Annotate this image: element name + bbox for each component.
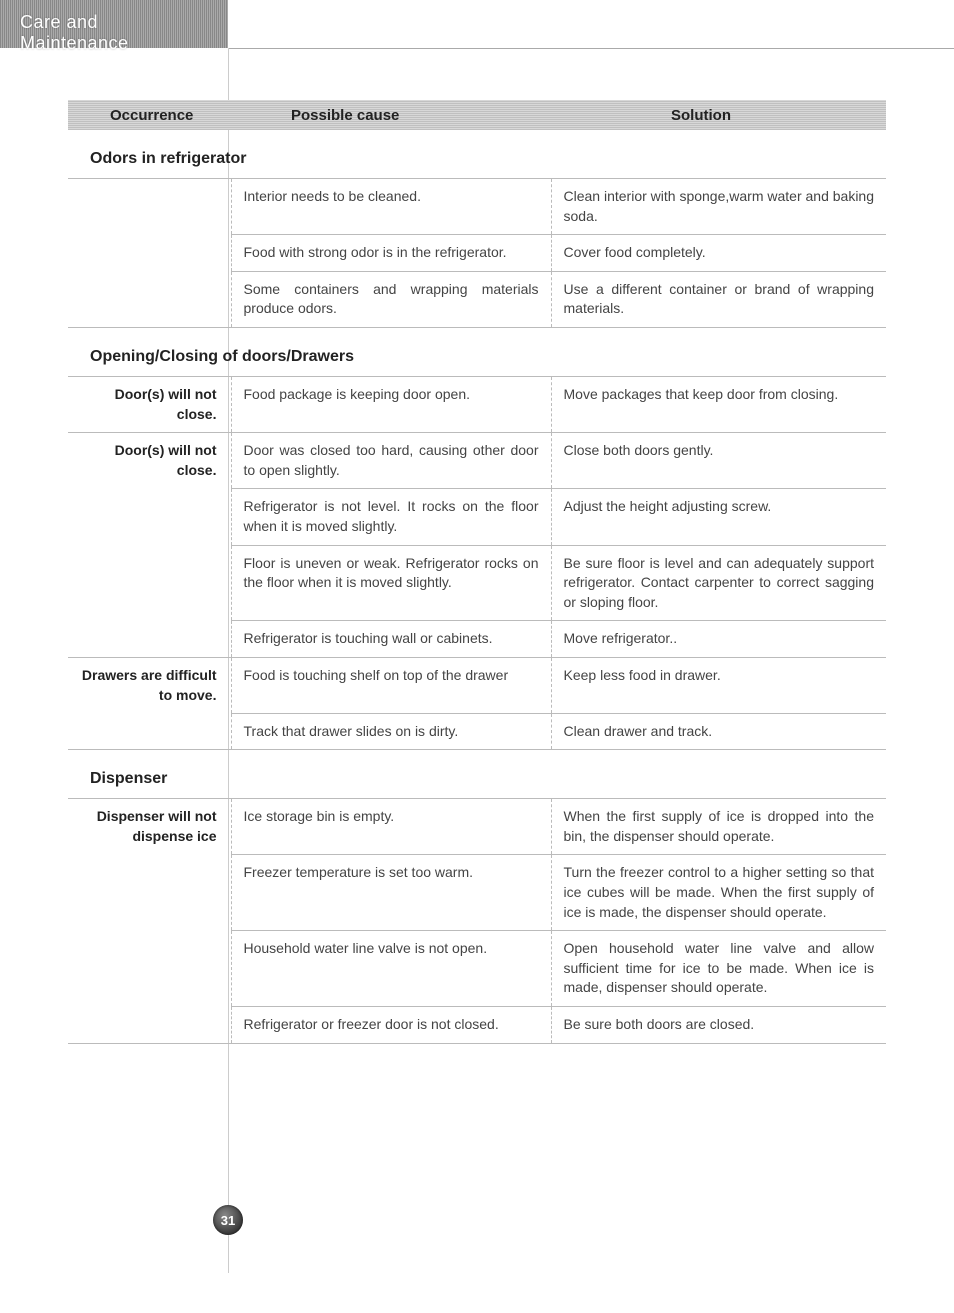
cause-cell: Food with strong odor is in the refriger… [231, 235, 551, 272]
table-row: Drawers are difficult to move.Food is to… [68, 657, 886, 713]
section-title: Dispenser [90, 770, 886, 788]
occurrence-cell: Dispenser will not dispense ice [68, 799, 231, 855]
table-row: Dispenser will not dispense iceIce stora… [68, 799, 886, 855]
solution-cell: Adjust the height adjusting screw. [551, 489, 886, 545]
cause-cell: Food is touching shelf on top of the dra… [231, 657, 551, 713]
main-content: Occurrence Possible cause Solution Odors… [68, 100, 886, 1044]
occurrence-cell [68, 235, 231, 272]
table-row: Interior needs to be cleaned.Clean inter… [68, 179, 886, 235]
column-header-band: Occurrence Possible cause Solution [68, 100, 886, 130]
table-row: Some containers and wrapping materials p… [68, 271, 886, 327]
page-number-badge: 31 [213, 1205, 243, 1235]
chapter-tab: Care and Maintenance [0, 0, 228, 48]
table-row: Refrigerator is not level. It rocks on t… [68, 489, 886, 545]
table-row: Household water line valve is not open.O… [68, 931, 886, 1007]
solution-cell: When the first supply of ice is dropped … [551, 799, 886, 855]
col-solution: Solution [551, 107, 886, 124]
section-title: Odors in refrigerator [90, 150, 886, 168]
cause-cell: Household water line valve is not open. [231, 931, 551, 1007]
table-row: Door(s) will not close.Door was closed t… [68, 433, 886, 489]
occurrence-cell [68, 489, 231, 545]
section-title: Opening/Closing of doors/Drawers [90, 348, 886, 366]
col-cause: Possible cause [231, 107, 551, 124]
occurrence-cell [68, 545, 231, 621]
occurrence-cell: Door(s) will not close. [68, 433, 231, 489]
table-row: Track that drawer slides on is dirty.Cle… [68, 713, 886, 750]
cause-cell: Track that drawer slides on is dirty. [231, 713, 551, 750]
cause-cell: Freezer temperature is set too warm. [231, 855, 551, 931]
troubleshoot-table: Dispenser will not dispense iceIce stora… [68, 798, 886, 1043]
occurrence-cell: Drawers are difficult to move. [68, 657, 231, 713]
cause-cell: Refrigerator or freezer door is not clos… [231, 1006, 551, 1043]
solution-cell: Cover food completely. [551, 235, 886, 272]
chapter-title: Care and Maintenance [20, 12, 129, 53]
occurrence-cell [68, 931, 231, 1007]
occurrence-cell: Door(s) will not close. [68, 376, 231, 432]
solution-cell: Be sure both doors are closed. [551, 1006, 886, 1043]
solution-cell: Move packages that keep door from closin… [551, 376, 886, 432]
troubleshoot-table: Interior needs to be cleaned.Clean inter… [68, 178, 886, 328]
solution-cell: Close both doors gently. [551, 433, 886, 489]
table-row: Door(s) will not close.Food package is k… [68, 376, 886, 432]
table-row: Food with strong odor is in the refriger… [68, 235, 886, 272]
occurrence-cell [68, 855, 231, 931]
table-row: Floor is uneven or weak. Refrigerator ro… [68, 545, 886, 621]
table-row: Freezer temperature is set too warm.Turn… [68, 855, 886, 931]
occurrence-cell [68, 713, 231, 750]
solution-cell: Keep less food in drawer. [551, 657, 886, 713]
occurrence-cell [68, 179, 231, 235]
troubleshoot-table: Door(s) will not close.Food package is k… [68, 376, 886, 750]
table-row: Refrigerator or freezer door is not clos… [68, 1006, 886, 1043]
occurrence-cell [68, 271, 231, 327]
col-occurrence: Occurrence [68, 107, 231, 124]
cause-cell: Door was closed too hard, causing other … [231, 433, 551, 489]
solution-cell: Be sure floor is level and can adequatel… [551, 545, 886, 621]
solution-cell: Open household water line valve and allo… [551, 931, 886, 1007]
cause-cell: Ice storage bin is empty. [231, 799, 551, 855]
occurrence-cell [68, 621, 231, 658]
horizontal-rule [228, 48, 954, 49]
solution-cell: Clean interior with sponge,warm water an… [551, 179, 886, 235]
sections-container: Odors in refrigerator Interior needs to b… [68, 150, 886, 1044]
solution-cell: Move refrigerator.. [551, 621, 886, 658]
cause-cell: Floor is uneven or weak. Refrigerator ro… [231, 545, 551, 621]
cause-cell: Food package is keeping door open. [231, 376, 551, 432]
cause-cell: Refrigerator is touching wall or cabinet… [231, 621, 551, 658]
solution-cell: Turn the freezer control to a higher set… [551, 855, 886, 931]
solution-cell: Use a different container or brand of wr… [551, 271, 886, 327]
cause-cell: Some containers and wrapping materials p… [231, 271, 551, 327]
page-number: 31 [221, 1213, 235, 1228]
table-row: Refrigerator is touching wall or cabinet… [68, 621, 886, 658]
occurrence-cell [68, 1006, 231, 1043]
cause-cell: Refrigerator is not level. It rocks on t… [231, 489, 551, 545]
cause-cell: Interior needs to be cleaned. [231, 179, 551, 235]
solution-cell: Clean drawer and track. [551, 713, 886, 750]
